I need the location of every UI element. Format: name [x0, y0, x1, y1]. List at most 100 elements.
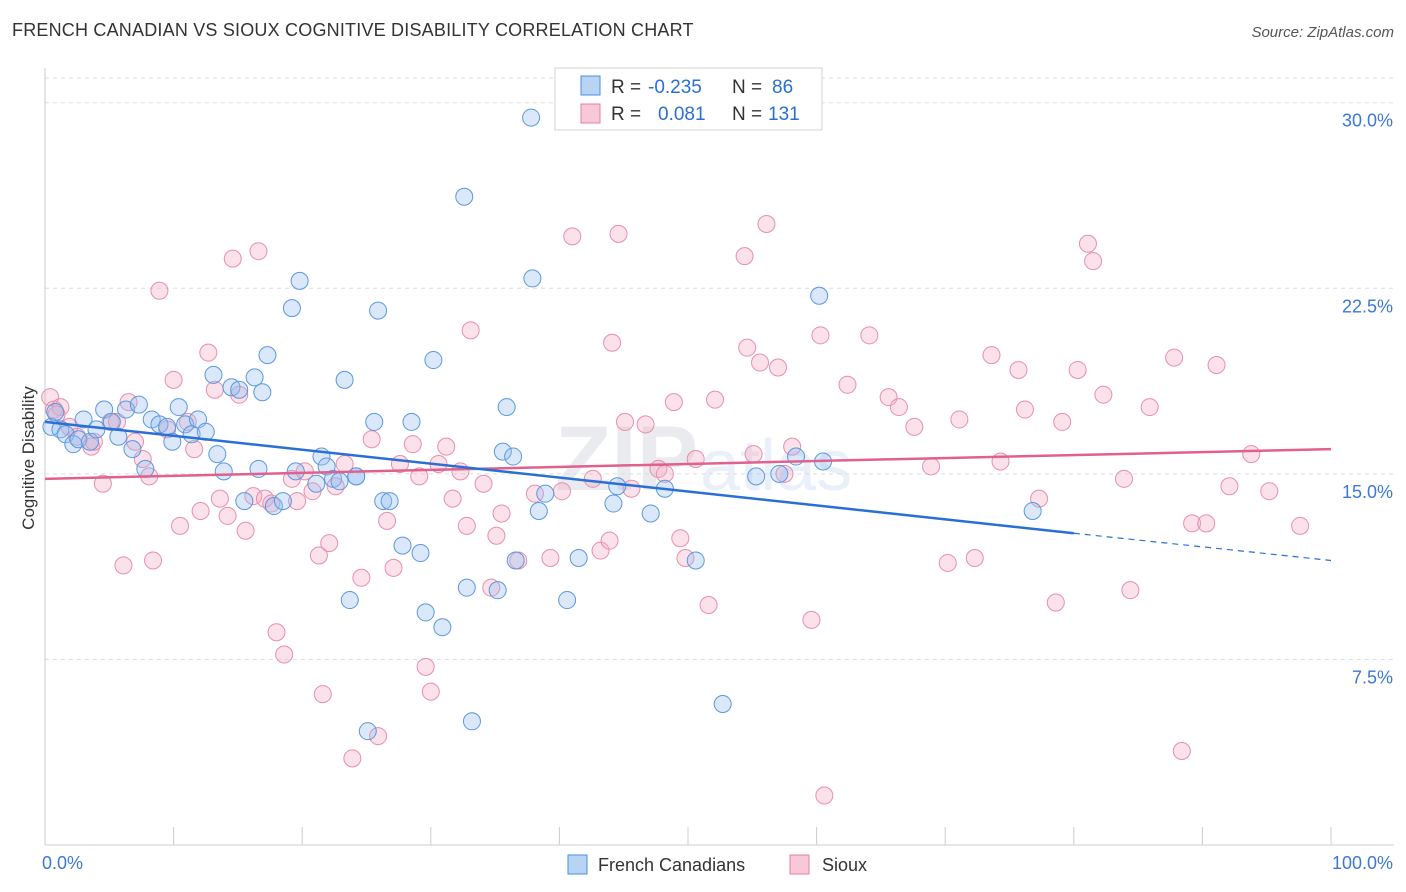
french-canadian-point — [522, 108, 541, 127]
sioux-point — [671, 529, 690, 548]
sioux-point — [583, 469, 602, 488]
sioux-point — [410, 467, 429, 486]
sioux-point — [487, 526, 506, 545]
sioux-point — [815, 786, 834, 805]
sioux-point — [706, 390, 725, 409]
sioux-point — [1121, 581, 1140, 600]
sioux-point — [552, 482, 571, 501]
sioux-point — [1068, 360, 1087, 379]
y-axis-label: Cognitive Disability — [19, 386, 38, 530]
sioux-point — [664, 393, 683, 412]
sioux-point — [384, 558, 403, 577]
source-label: Source: ZipAtlas.com — [1251, 24, 1394, 41]
sioux-trend-line — [44, 447, 1332, 481]
french-canadian-point — [358, 722, 377, 741]
french-canadian-point — [245, 368, 264, 387]
sioux-point — [541, 548, 560, 567]
french-canadian-point — [369, 301, 388, 320]
sioux-point — [362, 430, 381, 449]
french-canadian-point — [230, 380, 249, 399]
french-canadian-point — [810, 286, 829, 305]
x-tick-label: 0.0% — [42, 853, 83, 873]
sioux-point — [1183, 514, 1202, 533]
chart-title: FRENCH CANADIAN VS SIOUX COGNITIVE DISAB… — [12, 20, 694, 40]
sioux-point — [775, 464, 794, 483]
french-canadian-point — [136, 459, 155, 478]
sioux-point — [309, 546, 328, 565]
french-canadian-point — [253, 383, 272, 402]
sioux-point — [320, 534, 339, 553]
french-canadian-point — [290, 271, 309, 290]
sioux-point — [591, 541, 610, 560]
french-canadian-point — [380, 492, 399, 511]
y-tick-label: 7.5% — [1352, 667, 1393, 687]
sioux-point — [636, 415, 655, 434]
sioux-point — [437, 437, 456, 456]
french-canadian-point — [282, 299, 301, 318]
french-canadian-point — [286, 462, 305, 481]
sioux-point — [735, 247, 754, 266]
french-canadian-point — [641, 504, 660, 523]
french-canadian-point — [493, 442, 512, 461]
sioux-point — [244, 487, 263, 506]
legend-label-french-canadians: French Canadians — [598, 855, 745, 875]
french-canadian-point — [169, 398, 188, 417]
french-canadian-point — [340, 591, 359, 610]
y-tick-label: 15.0% — [1342, 482, 1393, 502]
sioux-point — [199, 343, 218, 362]
french-canadian-point — [424, 351, 443, 370]
sioux-point — [1078, 234, 1097, 253]
sioux-point — [938, 553, 957, 572]
sioux-point — [950, 410, 969, 429]
sioux-points — [41, 214, 1310, 805]
french-canadian-point — [69, 430, 88, 449]
sioux-point — [1053, 412, 1072, 431]
french-canadian-point — [374, 492, 393, 511]
sioux-point — [416, 657, 435, 676]
sioux-point — [802, 610, 821, 629]
sioux-point — [378, 511, 397, 530]
sioux-point — [1242, 445, 1261, 464]
sioux-point — [421, 682, 440, 701]
sioux-point — [525, 484, 544, 503]
french-canadian-point — [123, 440, 142, 459]
watermark-zip: ZIP — [555, 408, 698, 510]
sioux-point — [1114, 469, 1133, 488]
french-canadian-points — [42, 108, 1042, 741]
sioux-point — [369, 727, 388, 746]
sioux-point — [144, 551, 163, 570]
french-canadian-point — [747, 467, 766, 486]
sioux-point — [1046, 593, 1065, 612]
sioux-point — [757, 214, 776, 233]
french-canadian-point — [558, 591, 577, 610]
french-canadian-point — [433, 618, 452, 637]
legend-swatch-sioux — [580, 103, 601, 124]
sioux-point — [1291, 516, 1310, 535]
french-canadian-point — [335, 370, 354, 389]
sioux-point — [922, 457, 941, 476]
legend-n-label-2: N = — [732, 104, 762, 125]
french-canadian-point — [504, 447, 523, 466]
sioux-point — [600, 531, 619, 550]
legend-r-value-2: 0.081 — [658, 104, 706, 125]
y-tick-label: 30.0% — [1342, 111, 1393, 131]
sioux-point — [744, 445, 763, 464]
bottom-swatch-french-canadians — [567, 854, 588, 875]
sioux-point — [492, 504, 511, 523]
sioux-point — [1084, 252, 1103, 271]
sioux-point — [1220, 477, 1239, 496]
french-canadian-point — [416, 603, 435, 622]
sioux-point — [249, 242, 268, 261]
sioux-point — [474, 474, 493, 493]
sioux-point — [352, 568, 371, 587]
french-canadian-point — [523, 269, 542, 288]
sioux-point — [119, 393, 138, 412]
french-canadian-point — [608, 477, 627, 496]
sioux-point — [313, 685, 332, 704]
legend-label-sioux: Sioux — [822, 855, 867, 875]
x-tick-label: 100.0% — [1332, 853, 1393, 873]
french-canadian-point — [411, 544, 430, 563]
french-canadian-point — [46, 403, 65, 422]
sioux-point — [457, 516, 476, 535]
stats-legend: R = -0.235 N = 86 R = 0.081 N = 131 — [554, 67, 823, 131]
